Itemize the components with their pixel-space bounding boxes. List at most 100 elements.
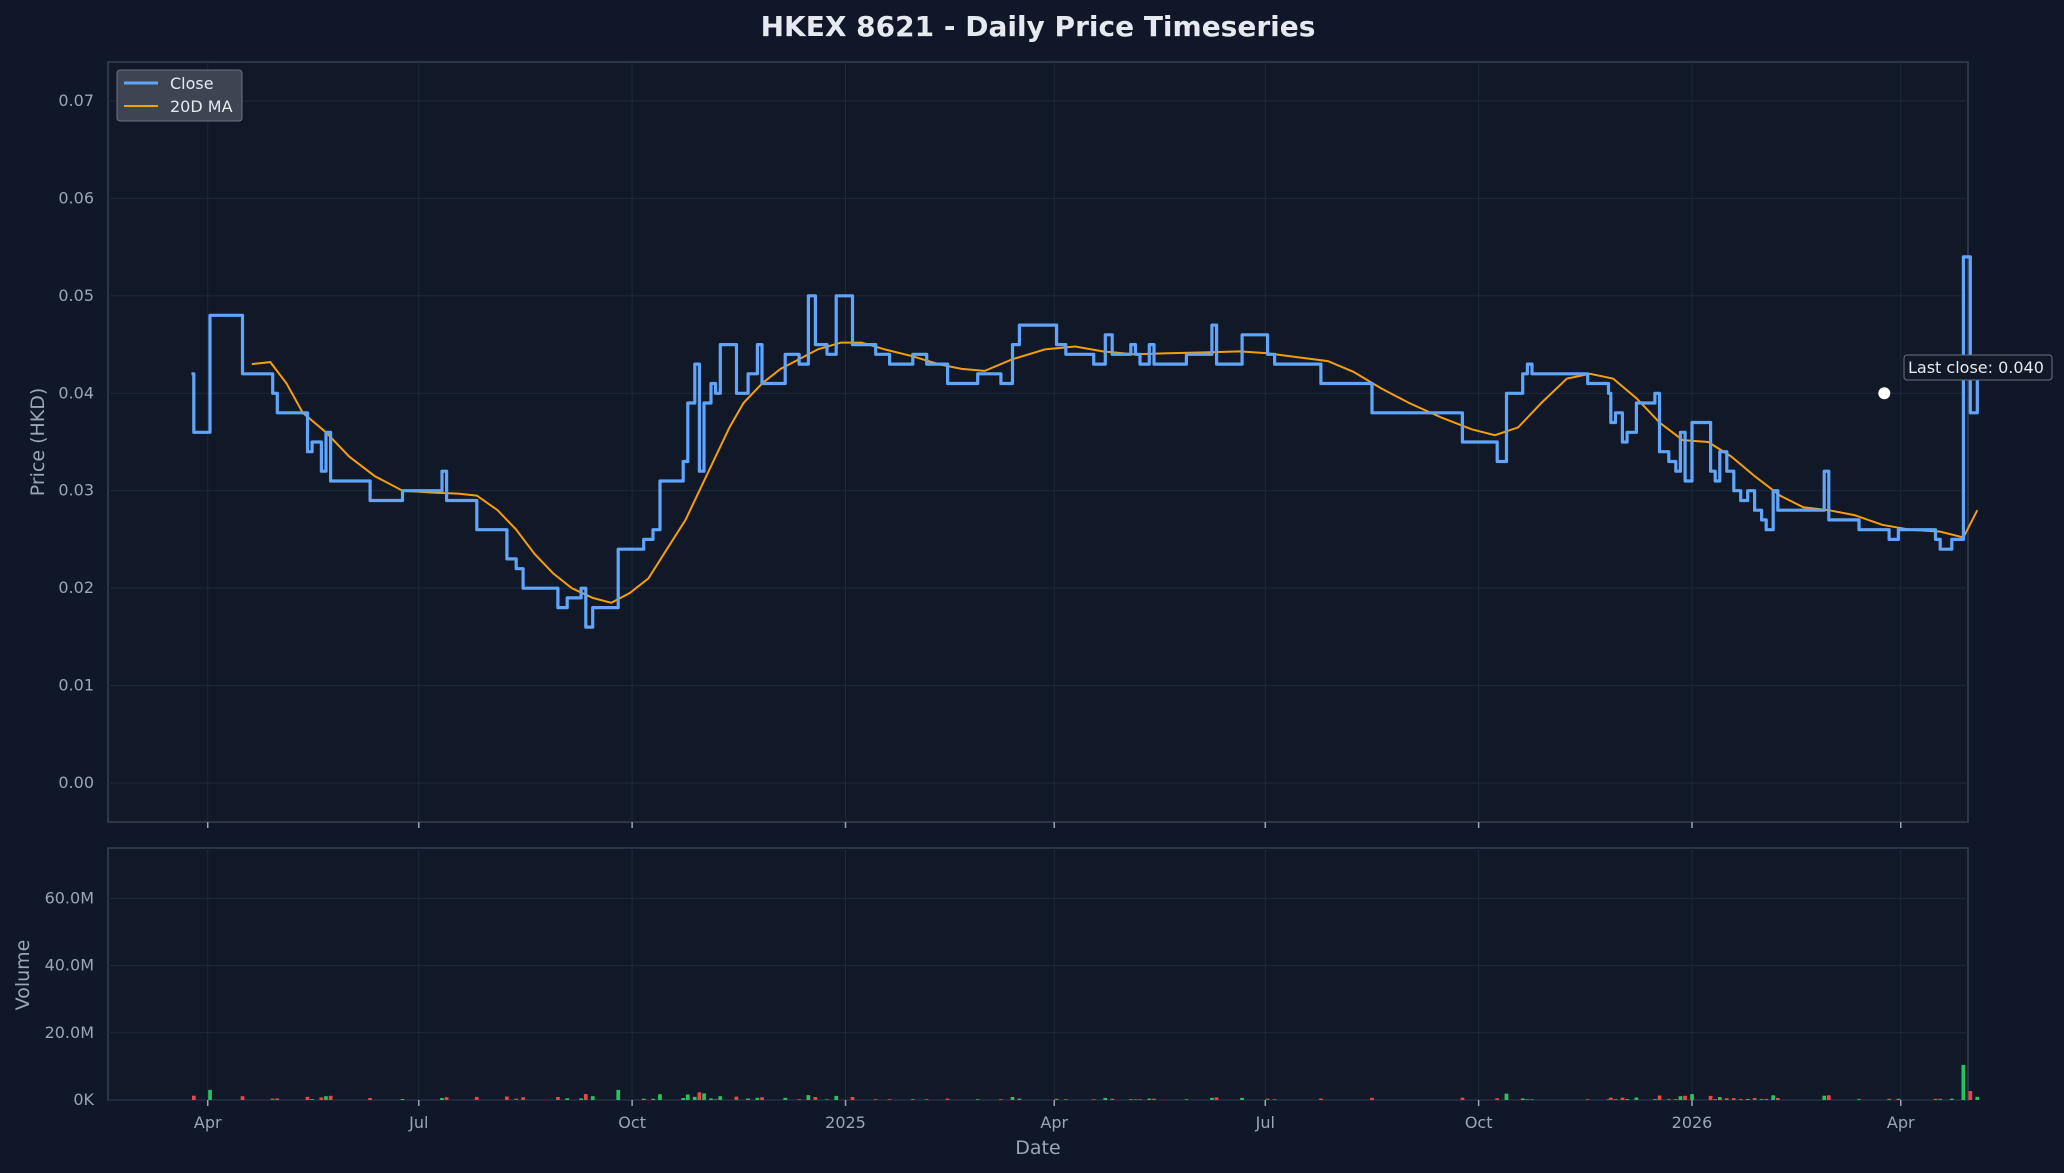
volume-bar [651,1098,655,1100]
volume-bar [1054,1098,1059,1100]
volume-bar [1064,1099,1068,1100]
volume-bar [1949,1098,1954,1100]
price-y-tick-label: 0.05 [58,286,94,305]
volume-bars [192,1064,1980,1100]
volume-y-tick-label: 0K [73,1090,94,1109]
volume-bar [1975,1096,1980,1100]
volume-bar [1738,1099,1743,1100]
price-y-tick-label: 0.04 [58,383,94,402]
volume-bar [709,1098,713,1100]
price-y-ticks: 0.00 0.01 0.02 0.03 0.04 0.05 0.06 0.07 [58,91,94,792]
volume-bar [813,1097,818,1100]
volume-bar [579,1098,583,1100]
volume-bar [319,1097,324,1100]
volume-bar [275,1098,280,1100]
price-y-axis-label: Price (HKD) [27,388,49,497]
volume-bar [1495,1098,1499,1100]
volume-bar [1933,1098,1938,1100]
volume-bar [324,1096,328,1100]
volume-bar [806,1095,811,1100]
volume-bar [1110,1098,1115,1100]
volume-bar [1460,1097,1465,1100]
volume-bar [1759,1098,1764,1100]
price-grid [108,62,1968,822]
volume-bar [924,1099,929,1100]
volume-bar [1667,1099,1671,1100]
volume-bar [1520,1098,1525,1100]
volume-bar [1606,1099,1611,1100]
volume-bar [1017,1098,1022,1100]
volume-bar [556,1097,560,1100]
volume-bar [310,1099,314,1100]
x-tick-label: Apr [1887,1113,1915,1132]
volume-bar [783,1097,788,1100]
price-panel [107,61,1969,823]
volume-y-ticks: 0K 20.0M 40.0M 60.0M [45,888,95,1109]
last-close-annotation: Last close: 0.040 [1878,354,2053,400]
last-close-marker [1878,387,1891,400]
x-tick-label: Apr [194,1113,222,1132]
volume-bar [1713,1099,1718,1100]
volume-bar [1724,1098,1729,1100]
volume-bar [1240,1097,1244,1100]
volume-bar [240,1096,245,1100]
volume-bar [945,1098,950,1100]
volume-bar [565,1098,569,1100]
volume-bar [1938,1098,1942,1100]
volume-bar [1272,1099,1277,1100]
volume-bar [1620,1097,1625,1100]
volume-bar [1152,1098,1156,1100]
volume-bar [1214,1097,1219,1100]
volume-bar [1771,1095,1775,1100]
x-tick-label: 2026 [1672,1113,1713,1132]
volume-bar [521,1097,525,1100]
price-y-tick-label: 0.00 [58,773,94,792]
volume-bar [505,1096,509,1100]
volume-bar [1504,1093,1509,1100]
x-tick-label: Oct [618,1113,646,1132]
volume-bar [1370,1097,1374,1100]
volume-bar [697,1092,702,1100]
volume-bar [1678,1096,1683,1100]
volume-bar [1731,1098,1736,1100]
volume-bar [1827,1095,1831,1100]
legend: Close 20D MA [116,69,243,122]
x-ticks: Apr Jul Oct 2025 Apr Jul Oct 2026 Apr [194,822,1915,1132]
volume-bar [400,1099,405,1100]
last-close-label: Last close: 0.040 [1908,358,2044,377]
volume-bar [1525,1099,1530,1100]
volume-bar [1634,1097,1639,1100]
volume-bar [583,1094,588,1100]
volume-bar [1683,1095,1687,1100]
volume-bar [1625,1099,1629,1100]
price-y-tick-label: 0.06 [58,188,94,207]
volume-bar [850,1097,855,1100]
price-y-tick-label: 0.07 [58,91,94,110]
volume-bar [834,1095,839,1100]
volume-bar [1653,1099,1657,1100]
volume-bar [616,1089,621,1100]
volume-grid [108,848,1968,1101]
volume-bar [1128,1099,1133,1100]
x-tick-label: Jul [1255,1113,1275,1132]
x-tick-label: Apr [1040,1113,1068,1132]
volume-bar [1091,1099,1096,1100]
volume-bar [641,1098,646,1100]
x-axis-label: Date [1015,1137,1060,1159]
volume-bar [444,1097,449,1100]
volume-bar [1138,1099,1142,1100]
volume-bar [1609,1097,1613,1100]
volume-bar [1613,1099,1618,1100]
volume-bar [1010,1097,1015,1100]
price-y-tick-label: 0.03 [58,481,94,500]
volume-bar [718,1096,723,1100]
volume-bar [1745,1099,1750,1100]
x-tick-label: Oct [1465,1113,1493,1132]
volume-y-tick-label: 60.0M [45,888,94,907]
volume-bar [1210,1097,1214,1100]
volume-bar [760,1097,764,1100]
volume-bar [1776,1098,1780,1100]
volume-bar [1822,1095,1827,1100]
volume-bar [590,1096,595,1100]
volume-bar [270,1098,275,1100]
